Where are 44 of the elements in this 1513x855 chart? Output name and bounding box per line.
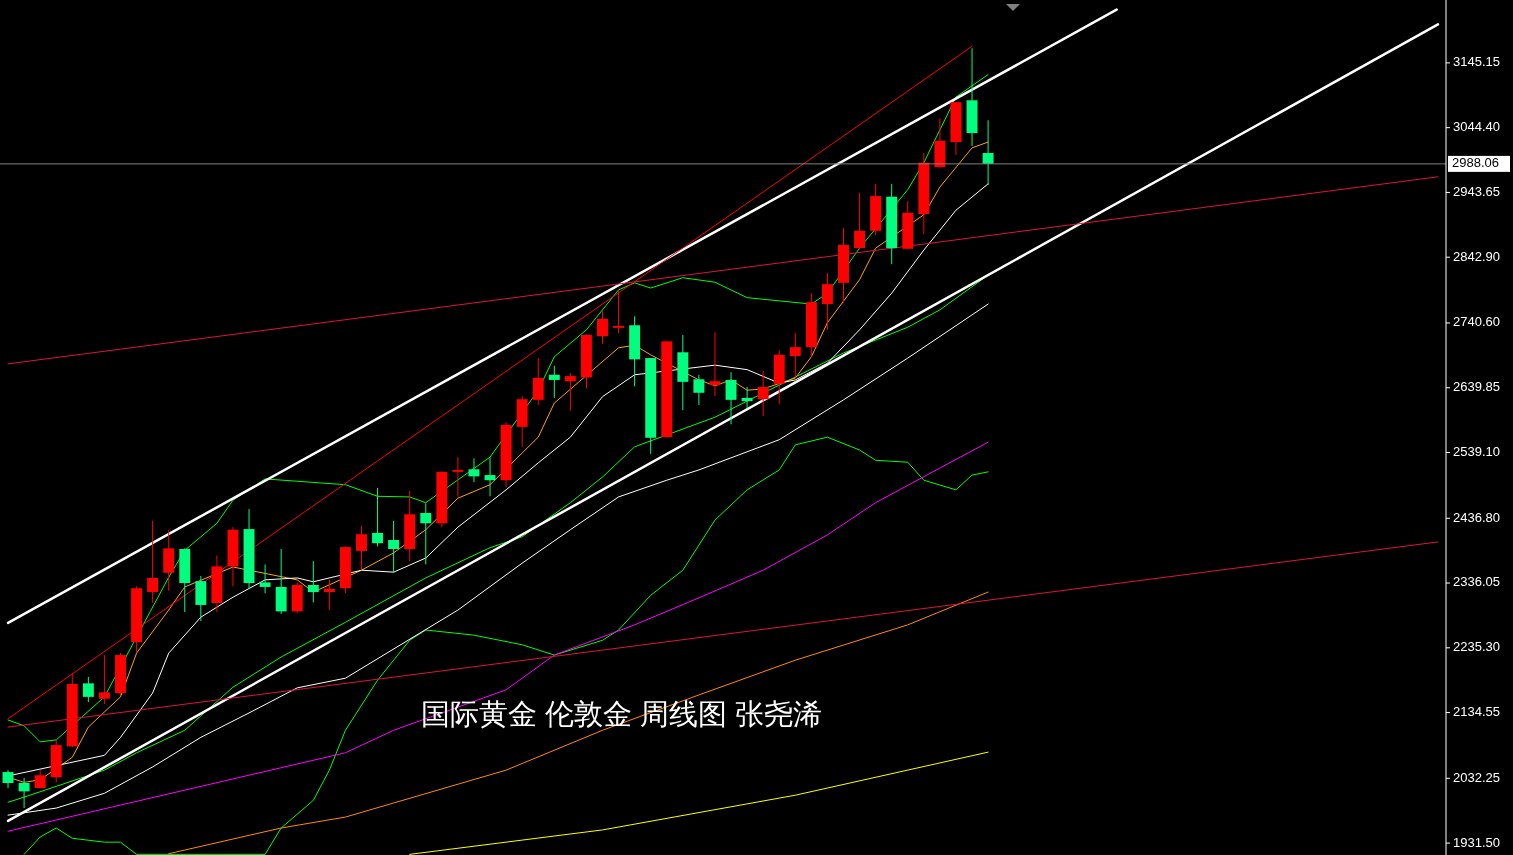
candlestick [18, 777, 30, 809]
candlestick [356, 525, 367, 571]
y-tick-label: 2842.90 [1453, 248, 1500, 264]
candlestick [195, 575, 207, 622]
candlestick [709, 331, 721, 397]
candlestick [789, 332, 801, 378]
candlestick [388, 520, 400, 574]
candlestick [693, 374, 705, 406]
y-tick-label: 2336.05 [1453, 574, 1500, 590]
y-tick-label: 3044.40 [1453, 119, 1500, 135]
candlestick [741, 386, 753, 409]
candlestick [323, 579, 335, 611]
candlestick [597, 310, 608, 345]
candlestick [468, 457, 480, 483]
y-tick-label: 2235.30 [1453, 639, 1500, 655]
candlestick [82, 676, 94, 703]
candlestick [259, 563, 271, 594]
candlestick [452, 456, 464, 498]
y-tick-label: 2539.10 [1453, 443, 1500, 459]
y-tick-label: 3145.15 [1453, 54, 1500, 70]
candlestick [854, 192, 866, 249]
candlestick [548, 365, 560, 399]
y-tick-label: 2943.65 [1453, 183, 1500, 199]
line-series [168, 591, 989, 855]
y-tick-label: 2740.60 [1453, 314, 1500, 330]
line-series [409, 751, 989, 855]
y-tick-label: 2134.55 [1453, 704, 1500, 720]
y-tick-label: 2032.25 [1453, 769, 1500, 785]
candlestick [564, 372, 576, 412]
candlestick [532, 357, 544, 406]
y-tick-label: 2639.85 [1453, 379, 1500, 395]
candlestick [372, 487, 384, 547]
candlestick [98, 654, 110, 705]
candlestick [757, 370, 769, 417]
candlestick [725, 371, 737, 425]
candlestick [821, 272, 833, 331]
candlestick [982, 119, 994, 186]
candlestick [147, 520, 159, 604]
candlestick [420, 502, 432, 565]
ref-line-label: 2988.06 [1452, 155, 1499, 171]
y-tick-label: 1931.50 [1453, 834, 1500, 850]
candlestick [613, 290, 625, 334]
y-tick-label: 2436.80 [1453, 509, 1500, 525]
candlestick [307, 560, 319, 603]
